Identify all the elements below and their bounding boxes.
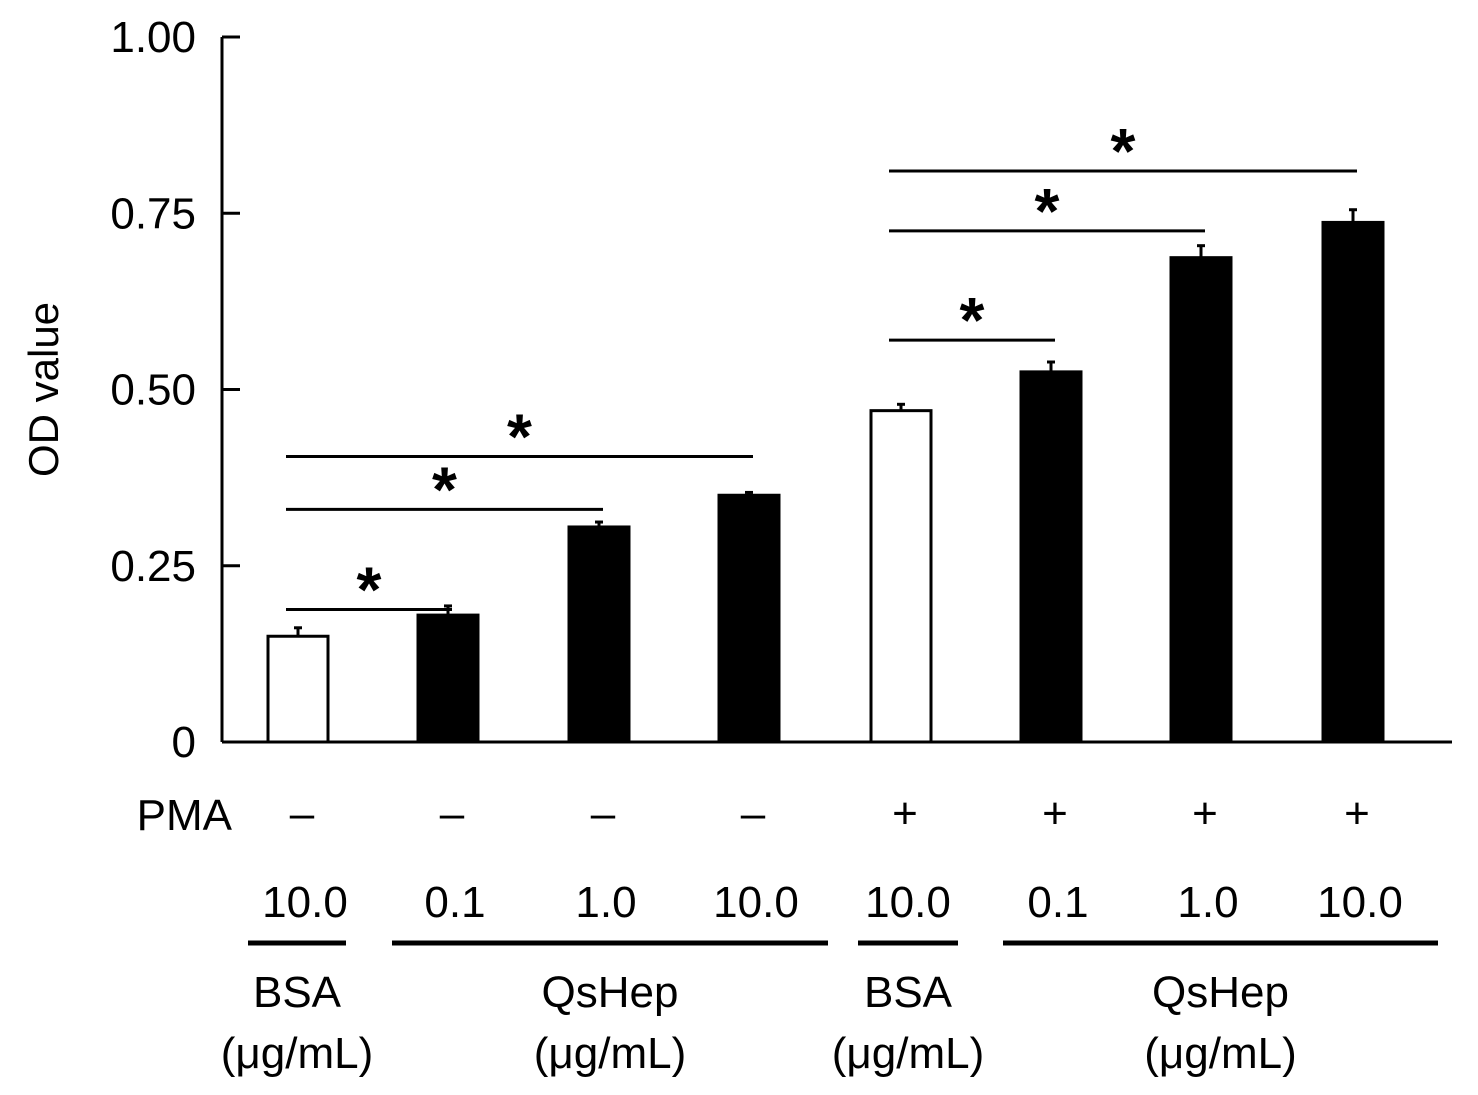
group-unit-label: (μg/mL) [832, 1029, 984, 1078]
significance-star: * [432, 453, 457, 525]
concentration-label: 0.1 [424, 878, 485, 927]
bar [1321, 220, 1385, 744]
y-tick-label: 0.25 [110, 542, 196, 591]
pma-indicator: + [892, 789, 918, 838]
concentration-label: 10.0 [865, 878, 951, 927]
group-agent-label: QsHep [542, 968, 679, 1017]
y-axis: 0 0.25 0.50 0.75 1.00 OD value [20, 13, 240, 767]
concentration-label: 10.0 [713, 878, 799, 927]
group-unit-label: (μg/mL) [221, 1029, 373, 1078]
group-agent-label: BSA [253, 968, 342, 1017]
bar [1169, 256, 1233, 744]
pma-indicator: + [1192, 789, 1218, 838]
concentration-label: 10.0 [1317, 878, 1403, 927]
y-tick-label: 0.50 [110, 366, 196, 415]
concentration-label: 10.0 [262, 878, 348, 927]
group-unit-label: (μg/mL) [1144, 1029, 1296, 1078]
pma-indicator: – [440, 789, 465, 838]
y-axis-title: OD value [20, 302, 67, 477]
pma-indicator: + [1344, 789, 1370, 838]
bar [266, 634, 330, 744]
significance-star: * [960, 284, 985, 356]
bar [869, 409, 933, 744]
significance-brackets: * * * * * * [286, 115, 1357, 625]
group-unit-label: (μg/mL) [534, 1029, 686, 1078]
pma-indicator: – [290, 789, 315, 838]
bar [1019, 370, 1083, 744]
y-tick-label: 0.75 [110, 189, 196, 238]
bar [567, 525, 631, 744]
significance-star: * [1035, 175, 1060, 247]
concentration-label: 1.0 [575, 878, 636, 927]
concentration-label: 0.1 [1027, 878, 1088, 927]
pma-row-label: PMA [137, 791, 233, 840]
concentration-label: 1.0 [1177, 878, 1238, 927]
pma-indicator: + [1042, 789, 1068, 838]
significance-star: * [507, 400, 532, 472]
group-agent-label: BSA [864, 968, 953, 1017]
y-tick-label: 1.00 [110, 13, 196, 62]
condition-rows: PMA – 10.0 – 0.1 – 1.0 – 10.0 +10.0 +0.1 +1.0 +10.0 B… [137, 789, 1438, 1078]
group-agent-label: QsHep [1152, 968, 1289, 1017]
pma-indicator: – [591, 789, 616, 838]
significance-star: * [1111, 115, 1136, 187]
pma-indicator: – [741, 789, 766, 838]
significance-star: * [357, 553, 382, 625]
bar [717, 493, 781, 744]
bar [416, 613, 480, 744]
y-tick-label: 0 [172, 718, 196, 767]
